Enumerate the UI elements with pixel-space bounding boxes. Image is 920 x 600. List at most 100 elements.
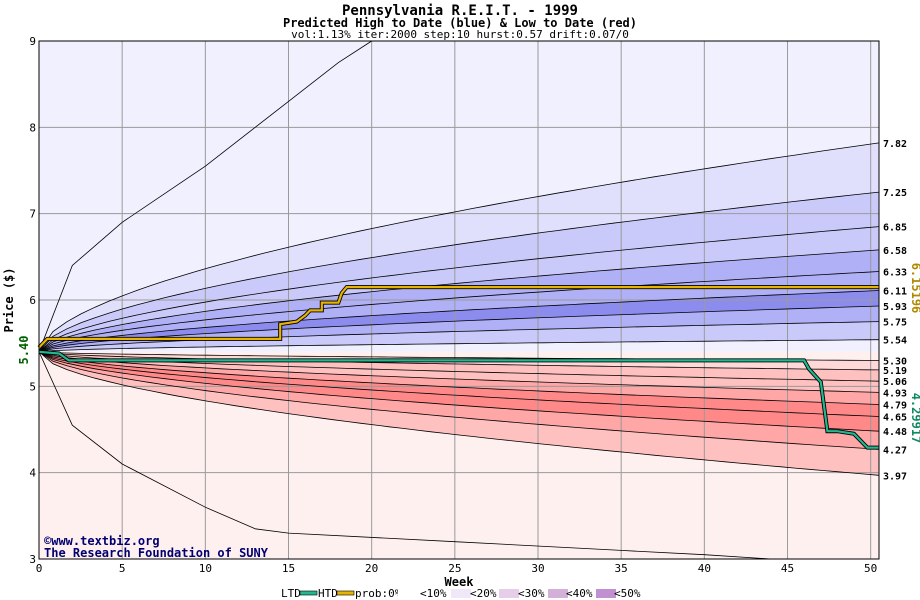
contour-high-outer — [38, 40, 372, 352]
series-ltd — [38, 350, 879, 449]
legend-ltd-swatch — [299, 590, 318, 596]
x-tick-label-5: 25 — [448, 562, 461, 575]
contour-low-1 — [38, 351, 880, 371]
contour-low-8 — [38, 351, 880, 476]
quantile-label-12: 4.93 — [883, 388, 907, 399]
contour-high-4 — [38, 271, 880, 353]
contour-high-6 — [38, 305, 880, 353]
quantile-label-3: 6.58 — [883, 246, 907, 257]
legend-swatch-40 — [596, 589, 616, 598]
contour-low-5 — [38, 351, 880, 417]
credit-org: The Research Foundation of SUNY — [44, 546, 269, 560]
y-tick-label-4: 7 — [29, 208, 36, 221]
contour-high-8 — [38, 339, 880, 353]
quantile-label-16: 4.27 — [883, 445, 907, 456]
contour-high-5 — [38, 290, 880, 353]
band-high-2 — [39, 226, 879, 352]
quantile-label-17: 3.97 — [883, 471, 907, 482]
legend: LTD HTD prob:0% <10% <20% <30% <40% <50% — [281, 587, 641, 600]
quantile-label-2: 6.85 — [883, 223, 907, 234]
x-tick-label-6: 30 — [531, 562, 544, 575]
contour-low-outer — [38, 351, 771, 560]
band-high-4 — [39, 271, 879, 352]
band-low-1 — [39, 351, 879, 382]
band-low-5 — [39, 351, 879, 432]
band-high-6 — [39, 306, 879, 352]
y-tick-label-0: 3 — [29, 553, 36, 566]
legend-htd-swatch — [336, 590, 355, 596]
series-lines — [37, 285, 879, 450]
series-htd — [38, 286, 879, 349]
contour-high-1 — [38, 191, 880, 353]
legend-swatch-30 — [548, 589, 568, 598]
htd-final-label: 6.15196 — [909, 263, 920, 314]
legend-30-label: <30% — [518, 587, 545, 600]
x-tick-label-4: 20 — [365, 562, 378, 575]
quantile-label-1: 7.25 — [883, 188, 907, 199]
contour-low-7 — [38, 351, 880, 450]
y-tick-label-5: 8 — [29, 121, 36, 134]
simulation-params: vol:1.13% iter:2000 step:10 hurst:0.57 d… — [291, 28, 629, 41]
quantile-label-11: 5.06 — [883, 377, 907, 388]
y-tick-label-3: 6 — [29, 294, 36, 307]
quantile-end-labels: 7.82 7.25 6.85 6.58 6.33 6.11 5.93 5.75 5.54 5.30… — [883, 139, 907, 482]
band-low-2 — [39, 351, 879, 393]
legend-40-label: <40% — [566, 587, 593, 600]
y-tick-label-2: 5 — [29, 380, 36, 393]
legend-prob-label: prob:0% — [355, 587, 402, 600]
band-high-1 — [39, 192, 879, 352]
band-low-6 — [39, 351, 879, 450]
band-high-7 — [39, 321, 879, 352]
x-tick-label-3: 15 — [282, 562, 295, 575]
probability-bands — [39, 41, 879, 559]
band-high-3 — [39, 249, 879, 352]
quantile-label-14: 4.65 — [883, 413, 907, 424]
quantile-label-7: 5.75 — [883, 318, 907, 329]
band-low-3 — [39, 351, 879, 405]
x-tick-label-10: 50 — [864, 562, 877, 575]
quantile-label-0: 7.82 — [883, 139, 907, 150]
x-tick-label-8: 40 — [698, 562, 711, 575]
legend-swatch-20 — [499, 589, 519, 598]
start-price-label: 5.40 — [17, 336, 31, 365]
quantile-contours — [38, 40, 880, 560]
y-axis-label: Price ($) — [2, 267, 16, 332]
quantile-label-13: 4.79 — [883, 400, 907, 411]
band-low-4 — [39, 351, 879, 417]
x-tick-label-7: 35 — [615, 562, 628, 575]
ltd-final-label: 4.29917 — [909, 393, 920, 444]
chart-title: Pennsylvania R.E.I.T. - 1999 — [342, 3, 578, 19]
contour-low-4 — [38, 351, 880, 405]
credit-url: ©www.textbiz.org — [44, 534, 160, 548]
band-high-5 — [39, 290, 879, 352]
x-tick-label-0: 0 — [36, 562, 43, 575]
x-tick-label-9: 45 — [781, 562, 794, 575]
contour-low-3 — [38, 351, 880, 393]
quantile-label-9: 5.30 — [883, 356, 907, 367]
band-high-0 — [39, 142, 879, 352]
legend-10-label: <10% — [420, 587, 447, 600]
contour-high-0 — [38, 142, 880, 353]
legend-50-label: <50% — [614, 587, 641, 600]
band-low-7 — [39, 351, 879, 476]
y-tick-label-1: 4 — [29, 467, 36, 480]
quantile-label-4: 6.33 — [883, 268, 907, 279]
quantile-label-8: 5.54 — [883, 336, 907, 347]
legend-20-label: <20% — [470, 587, 497, 600]
legend-htd-label: HTD — [318, 587, 338, 600]
plot-frame — [38, 40, 880, 560]
y-tick-label-6: 9 — [29, 35, 36, 48]
x-tick-label-2: 10 — [199, 562, 212, 575]
quantile-label-5: 6.11 — [883, 287, 907, 298]
x-tick-label-1: 5 — [119, 562, 126, 575]
quantile-label-15: 4.48 — [883, 427, 907, 438]
quantile-label-6: 5.93 — [883, 302, 907, 313]
legend-ltd-label: LTD — [281, 587, 301, 600]
legend-swatch-0 — [398, 589, 418, 598]
legend-swatch-10 — [451, 589, 471, 598]
quantile-label-10: 5.19 — [883, 366, 907, 377]
chart-subtitle: Predicted High to Date (blue) & Low to D… — [283, 16, 637, 30]
contour-high-2 — [38, 226, 880, 353]
